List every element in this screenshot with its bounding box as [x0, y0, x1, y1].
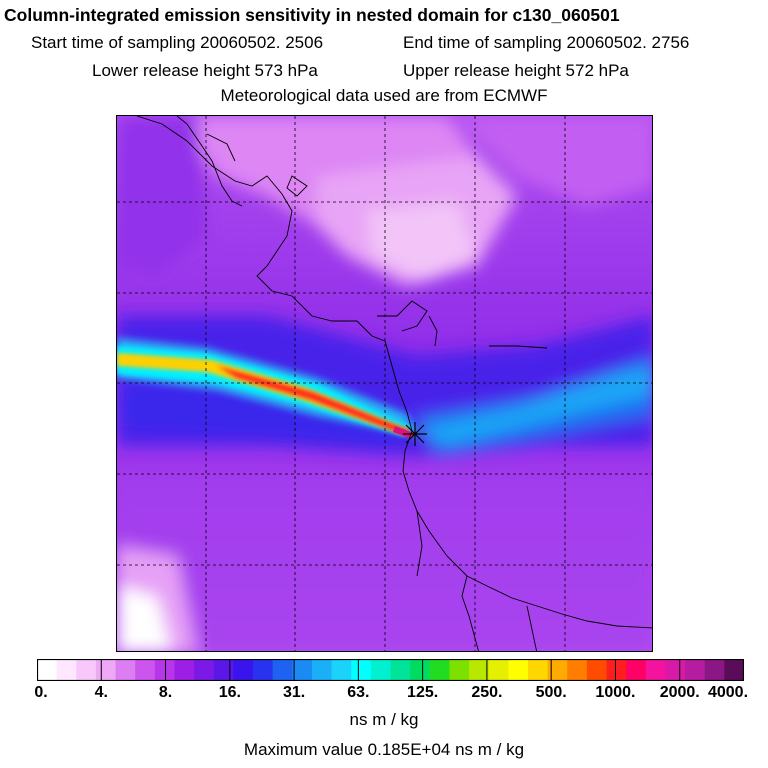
coastline-layer [136, 116, 652, 651]
colorbar-tick-label: 8. [158, 684, 173, 701]
colorbar-swatch [331, 659, 352, 681]
colorbar-tick-label: 4. [94, 684, 108, 701]
maximum-value-label: Maximum value 0.185E+04 ns m / kg [243, 740, 525, 759]
colorbar-tick-label: 125. [407, 684, 439, 701]
colorbar-tick-label: 31. [282, 684, 306, 701]
colorbar-swatch [469, 659, 490, 681]
colorbar-swatch [233, 659, 254, 681]
page-title: Column-integrated emission sensitivity i… [4, 5, 620, 25]
colorbar-swatch [37, 659, 58, 681]
colorbar-swatch [527, 659, 549, 681]
colorbar-swatch [272, 659, 293, 681]
moderate-sensitivity-band [117, 316, 652, 456]
star-marker-icon [403, 422, 427, 446]
colorbar-tick-label: 16. [218, 684, 241, 701]
colorbar-tick-label: 500. [535, 684, 567, 701]
start-time-label: Start time of sampling 20060502. 2506 [31, 33, 324, 52]
sensitivity-map [116, 115, 653, 652]
colorbar-swatch [370, 659, 391, 681]
emission-plume [117, 338, 417, 438]
colorbar-swatch [410, 659, 431, 681]
colorbar-swatch [390, 659, 411, 681]
colorbar-swatch [429, 659, 450, 681]
colorbar-swatch [311, 659, 333, 681]
colorbar-swatch [547, 659, 568, 681]
colorbar-tick-label: 63. [347, 684, 370, 701]
colorbar-swatch [154, 659, 175, 681]
colorbar-swatch [704, 659, 725, 681]
colorbar-swatch [488, 659, 509, 681]
colorbar-swatch [665, 659, 686, 681]
colorbar-swatch [626, 659, 647, 681]
colorbar-swatch [586, 659, 608, 681]
colorbar-tick-label: 250. [471, 684, 503, 701]
low-sensitivity-region-south [117, 476, 652, 651]
colorbar-swatch [95, 659, 117, 681]
colorbar-swatch [253, 659, 274, 681]
colorbar-swatch [213, 659, 234, 681]
colorbar-swatch [606, 659, 627, 681]
colorbar-swatch [685, 659, 706, 681]
colorbar-tick-label: 4000. [707, 684, 749, 701]
upper-release-height-label: Upper release height 572 hPa [403, 61, 629, 80]
colorbar-swatch [724, 659, 744, 681]
colorbar-swatch [194, 659, 215, 681]
met-data-label: Meteorological data used are from ECMWF [220, 86, 548, 105]
colorbar-swatch [115, 659, 136, 681]
end-time-label: End time of sampling 20060502. 2756 [403, 33, 690, 52]
colorbar-swatch [56, 659, 77, 681]
map-canvas [117, 116, 652, 651]
colorbar-swatch [567, 659, 588, 681]
colorbar-tick-label: 1000. [595, 684, 636, 701]
colorbar-swatch [449, 659, 470, 681]
colorbar-swatch [135, 659, 156, 681]
colorbar-swatch [76, 659, 97, 681]
colorbar-tick-label: 0. [34, 684, 48, 701]
colorbar [37, 659, 744, 681]
colorbar-border [37, 659, 744, 681]
colorbar-swatch [351, 659, 372, 681]
colorbar-swatch [645, 659, 666, 681]
colorbar-swatch [292, 659, 313, 681]
colorbar-tick-label: 2000. [659, 684, 700, 701]
colorbar-units-label: ns m / kg [349, 710, 419, 729]
lower-release-height-label: Lower release height 573 hPa [92, 61, 318, 80]
low-sensitivity-region-north [117, 116, 652, 286]
colorbar-swatch [174, 659, 195, 681]
colorbar-swatch [508, 659, 529, 681]
